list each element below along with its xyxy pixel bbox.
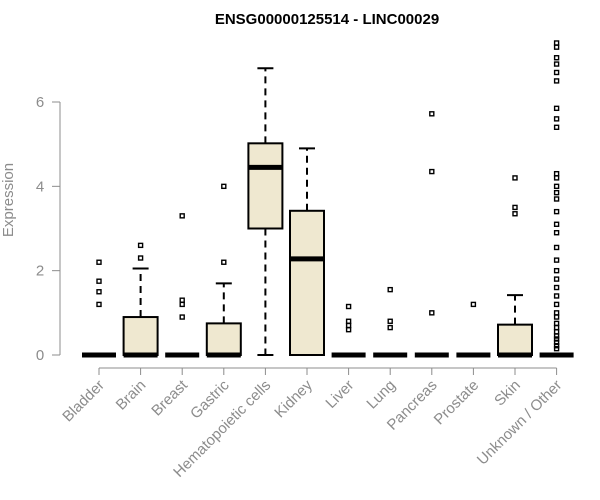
outlier-point [553, 124, 560, 131]
y-tick-label: 4 [36, 178, 44, 195]
box-group [331, 303, 366, 358]
outlier-point [553, 40, 560, 46]
outlier-point [553, 329, 560, 335]
box-group [497, 175, 533, 358]
outlier-point [179, 297, 185, 303]
x-tick-label: Prostate [431, 377, 483, 429]
outlier-point [512, 175, 518, 181]
outlier-point [96, 289, 102, 295]
box-group [165, 213, 200, 358]
box [247, 142, 284, 230]
x-tick-label: Bladder [59, 377, 108, 426]
outlier-point [429, 168, 435, 175]
outlier-point [553, 208, 560, 215]
box-group [456, 301, 491, 358]
outlier-point [553, 230, 560, 236]
outlier-point [553, 293, 560, 299]
box-group [414, 111, 449, 358]
outlier-point [345, 303, 352, 310]
outlier-point [512, 211, 518, 217]
box-group [373, 286, 408, 358]
box-group [122, 242, 159, 358]
y-axis: 0 2 4 6 [36, 94, 61, 364]
outlier-point [96, 259, 102, 265]
outlier-point [96, 278, 102, 284]
x-tick-label: Brain [113, 377, 150, 414]
box-series [82, 40, 574, 358]
outlier-point [553, 189, 560, 196]
outlier-point [512, 204, 518, 211]
outlier-point [137, 242, 144, 249]
y-tick-label: 2 [36, 263, 44, 280]
outlier-point [96, 301, 102, 308]
outlier-point [553, 310, 560, 316]
outlier-point [553, 69, 560, 76]
x-tick-label: Breast [148, 376, 191, 419]
box-group [205, 183, 242, 358]
y-tick-label: 0 [36, 347, 44, 364]
outlier-point [553, 284, 560, 291]
outlier-point [553, 320, 560, 327]
outlier-point [553, 105, 560, 112]
outlier-point [553, 55, 560, 61]
outlier-point [553, 78, 560, 84]
outlier-point [553, 345, 560, 352]
outlier-point [345, 318, 352, 324]
x-tick-label: Liver [322, 377, 357, 412]
outlier-point [345, 322, 352, 329]
outlier-point [179, 314, 185, 320]
outlier-point [553, 301, 560, 308]
box-group [289, 147, 325, 356]
box-group [82, 259, 116, 358]
box [497, 323, 533, 357]
outlier-point [553, 244, 560, 251]
outlier-point [553, 183, 560, 190]
y-tick-label: 6 [36, 94, 44, 111]
outlier-point [553, 44, 560, 50]
outlier-point [137, 255, 144, 261]
outlier-point [429, 310, 435, 316]
x-tick-label: Skin [491, 377, 524, 410]
outlier-point [179, 301, 185, 308]
outlier-point [553, 116, 560, 122]
box-group [247, 67, 284, 356]
outlier-point [553, 324, 560, 331]
outlier-point [553, 336, 560, 342]
box [205, 322, 242, 356]
outlier-point [387, 318, 393, 324]
outlier-point [553, 276, 560, 282]
outlier-point [387, 286, 393, 293]
outlier-point [553, 221, 560, 227]
chart-title: ENSG00000125514 - LINC00029 [215, 11, 439, 28]
outlier-point [553, 170, 560, 177]
outlier-point [553, 267, 560, 274]
outlier-point [553, 333, 560, 339]
x-tick-label: Lung [363, 377, 399, 413]
outlier-point [179, 213, 185, 219]
box [122, 316, 159, 356]
box [289, 209, 325, 356]
outlier-point [470, 301, 477, 308]
outlier-point [553, 175, 560, 181]
box-group [539, 40, 574, 358]
outlier-point [553, 257, 560, 263]
outlier-point [221, 259, 227, 265]
outlier-point [553, 314, 560, 320]
outlier-point [553, 61, 560, 67]
outlier-point [387, 324, 393, 331]
x-tick-label: Kidney [271, 376, 316, 421]
outlier-point [345, 327, 352, 333]
outlier-point [553, 196, 560, 202]
outlier-point [221, 183, 227, 190]
y-axis-label: Expression [0, 163, 17, 237]
outlier-point [429, 111, 435, 117]
